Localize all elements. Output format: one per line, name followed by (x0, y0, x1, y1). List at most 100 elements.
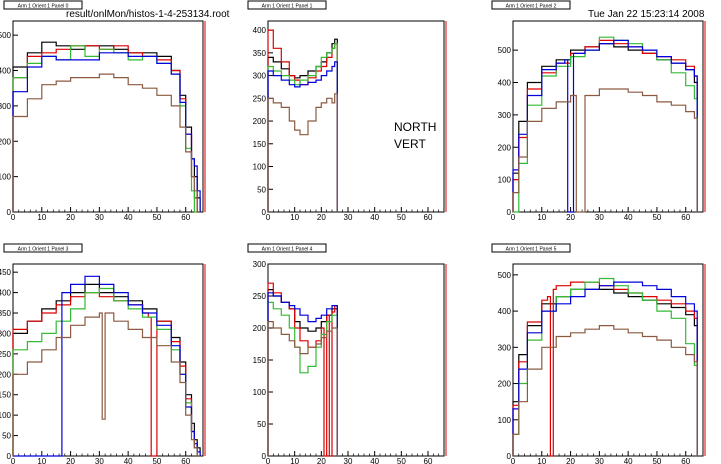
y-tick-label: 0 (7, 208, 12, 217)
y-tick-label: 500 (498, 271, 512, 280)
x-tick-label: 30 (344, 213, 353, 222)
y-tick-label: 0 (262, 452, 267, 461)
y-tick-label: 150 (253, 140, 267, 149)
y-tick-label: 300 (0, 102, 12, 111)
x-tick-label: 60 (181, 457, 190, 464)
y-tick-label: 150 (0, 391, 12, 400)
series-line-green (512, 277, 698, 456)
series-line-brown (512, 88, 698, 213)
histogram-panel-1: Arm 1 Orient 1 Panel 1 0 10 20 30 40 50 60 0 50 10… (247, 0, 447, 222)
x-tick-label: 50 (152, 457, 161, 464)
plot-frame (512, 20, 704, 213)
x-tick-label: 10 (290, 457, 299, 464)
x-tick-label: 40 (624, 457, 633, 464)
x-tick-label: 40 (124, 213, 133, 222)
series-line-green (267, 301, 338, 456)
y-tick-label: 200 (498, 143, 512, 152)
x-tick-label: 20 (566, 213, 575, 222)
series-line-green (513, 36, 698, 213)
y-tick-label: 100 (0, 173, 12, 182)
y-tick-label: 100 (498, 416, 512, 425)
histogram-panel-2: Arm 1 Orient 1 Panel 2 0 10 20 30 40 50 60 0 100 2… (491, 0, 706, 222)
x-tick-label: 10 (537, 457, 546, 464)
y-tick-label: 50 (257, 185, 266, 194)
x-tick-label: 10 (290, 213, 299, 222)
annotation-vert: VERT (394, 137, 426, 151)
panel-title: Arm 1 Orient 1 Panel 3 (18, 247, 69, 253)
series-line-red (12, 292, 201, 457)
y-tick-label: 350 (0, 309, 12, 318)
x-tick-label: 30 (95, 213, 104, 222)
x-tick-label: 0 (266, 457, 271, 464)
x-tick-label: 20 (66, 213, 75, 222)
annotation-north: NORTH (394, 120, 436, 134)
histogram-panel-3: Arm 1 Orient 1 Panel 3 0 10 20 30 40 50 60 0 50 10… (0, 243, 206, 464)
x-tick-label: 60 (681, 457, 690, 464)
x-tick-label: 30 (595, 213, 604, 222)
panel-title: Arm 1 Orient 1 Panel 2 (506, 4, 557, 10)
y-tick-label: 50 (2, 432, 11, 441)
series-line-black (512, 288, 698, 456)
x-tick-label: 40 (124, 457, 133, 464)
y-tick-label: 400 (498, 79, 512, 88)
x-tick-label: 60 (424, 457, 433, 464)
series-line-blue (267, 292, 338, 456)
panel-title: Arm 1 Orient 1 Panel 0 (18, 4, 69, 10)
y-tick-label: 300 (498, 111, 512, 120)
panel-title: Arm 1 Orient 1 Panel 1 (262, 4, 313, 10)
x-tick-label: 10 (37, 213, 46, 222)
series-line-blue (512, 281, 698, 456)
series-line-green (267, 43, 338, 212)
series-line-black (512, 43, 698, 212)
histogram-panel-5: Arm 1 Orient 1 Panel 5 0 10 20 30 40 50 60 0 100 2… (491, 243, 706, 464)
x-tick-label: 0 (11, 457, 16, 464)
panel-title: Arm 1 Orient 1 Panel 4 (262, 247, 313, 253)
y-tick-label: 0 (262, 208, 267, 217)
x-tick-label: 30 (344, 457, 353, 464)
y-tick-label: 300 (498, 343, 512, 352)
y-tick-label: 400 (498, 307, 512, 316)
plot-frame (267, 20, 445, 213)
file-label: result/onlMon/histos-1-4-253134.root (66, 9, 230, 20)
series-line-black (12, 283, 201, 456)
panel-title: Arm 1 Orient 1 Panel 5 (506, 247, 557, 253)
x-tick-label: 10 (37, 457, 46, 464)
x-tick-label: 60 (424, 213, 433, 222)
series-line-brown (267, 321, 338, 456)
x-tick-label: 0 (511, 213, 516, 222)
x-tick-label: 50 (152, 213, 161, 222)
y-tick-label: 0 (507, 452, 512, 461)
x-tick-label: 60 (681, 213, 690, 222)
x-tick-label: 60 (181, 213, 190, 222)
y-tick-label: 0 (7, 452, 12, 461)
series-line-brown (12, 73, 201, 213)
y-tick-label: 200 (253, 117, 267, 126)
y-tick-label: 100 (0, 411, 12, 420)
series-line-blue (12, 52, 201, 212)
x-tick-label: 10 (537, 213, 546, 222)
panel-title-box (3, 243, 83, 253)
y-tick-label: 50 (257, 420, 266, 429)
x-tick-label: 20 (66, 457, 75, 464)
y-tick-label: 500 (0, 31, 12, 40)
y-tick-label: 200 (253, 324, 267, 333)
y-tick-label: 300 (253, 260, 267, 269)
x-tick-label: 50 (397, 457, 406, 464)
series-line-brown (512, 325, 698, 456)
series-line-red (12, 45, 201, 213)
series-line-black (12, 41, 201, 212)
y-tick-label: 100 (253, 388, 267, 397)
series-line-brown (267, 93, 338, 212)
series-line-blue (267, 61, 338, 212)
y-tick-label: 150 (253, 356, 267, 365)
histogram-panel-0: Arm 1 Orient 1 Panel 0 0 10 20 30 40 50 60 0 100 2… (0, 0, 206, 222)
plot-frame (512, 263, 704, 457)
y-tick-label: 200 (498, 380, 512, 389)
x-tick-label: 30 (95, 457, 104, 464)
y-tick-label: 100 (253, 163, 267, 172)
x-tick-label: 20 (566, 457, 575, 464)
series-line-red (512, 39, 698, 212)
x-tick-label: 20 (317, 213, 326, 222)
x-tick-label: 0 (511, 457, 516, 464)
